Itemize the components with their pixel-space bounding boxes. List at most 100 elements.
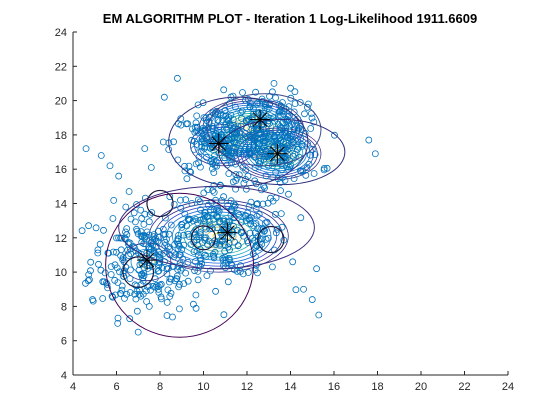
data-point	[301, 110, 308, 118]
data-point	[147, 164, 155, 171]
data-point	[89, 296, 96, 303]
data-point	[107, 271, 115, 278]
data-point	[46, 225, 52, 231]
data-point	[255, 163, 263, 171]
data-point	[289, 258, 297, 266]
data-point	[285, 190, 292, 198]
data-point	[201, 211, 209, 219]
data-point	[276, 134, 284, 142]
data-point	[115, 172, 123, 180]
data-point	[240, 179, 248, 187]
data-point	[246, 133, 254, 141]
data-point	[102, 279, 110, 287]
data-point	[84, 277, 92, 285]
data-point	[277, 210, 285, 218]
data-point	[221, 264, 229, 272]
data-point	[320, 166, 328, 174]
data-point	[262, 147, 270, 155]
data-point	[252, 88, 260, 96]
data-point	[92, 224, 100, 232]
data-point	[228, 127, 236, 135]
data-point	[301, 129, 309, 137]
data-point	[159, 138, 167, 146]
data-point	[255, 126, 263, 134]
data-point	[210, 169, 218, 177]
data-point	[221, 107, 229, 114]
data-point	[126, 275, 134, 283]
data-point	[274, 175, 282, 183]
data-point	[220, 217, 227, 225]
data-point	[262, 235, 270, 243]
data-point	[216, 217, 224, 225]
data-point	[255, 210, 263, 218]
data-point	[175, 242, 183, 250]
data-point	[290, 175, 298, 183]
data-point	[137, 206, 145, 214]
data-point	[207, 158, 215, 166]
data-point	[258, 235, 266, 243]
data-point	[138, 214, 146, 222]
data-point	[213, 133, 221, 141]
data-point	[234, 210, 242, 218]
data-point	[180, 280, 188, 288]
y-tick-label: 8	[61, 301, 67, 313]
data-point	[253, 212, 261, 220]
data-point	[254, 200, 261, 208]
data-point	[97, 152, 105, 159]
mean-marker	[208, 133, 229, 154]
data-point	[163, 270, 171, 278]
x-tick-label: 8	[157, 381, 163, 393]
data-point	[225, 218, 232, 226]
data-point	[266, 100, 274, 108]
data-point	[110, 196, 118, 204]
data-point	[174, 235, 182, 243]
data-point	[140, 272, 148, 280]
x-tick-label: 14	[284, 381, 296, 393]
data-point	[191, 137, 198, 145]
data-point	[218, 228, 225, 236]
data-point	[114, 319, 122, 327]
data-point	[196, 229, 204, 237]
data-point	[183, 175, 191, 183]
data-point	[180, 241, 188, 249]
data-point	[268, 154, 276, 162]
data-point	[220, 311, 228, 319]
data-point	[94, 246, 102, 254]
data-point	[241, 130, 249, 138]
data-point	[239, 163, 247, 171]
y-tick-label: 22	[55, 61, 67, 73]
data-point	[192, 160, 200, 168]
data-point	[95, 260, 102, 268]
data-point	[125, 188, 133, 195]
data-point	[265, 105, 273, 113]
data-point	[303, 164, 311, 172]
data-point	[296, 99, 304, 106]
x-tick-label: 4	[70, 381, 76, 393]
x-tick-label: 16	[328, 381, 340, 393]
data-point	[261, 137, 269, 145]
data-point	[177, 204, 185, 212]
data-point	[251, 243, 259, 251]
component-means	[136, 109, 288, 271]
component-ellipse	[118, 185, 315, 270]
data-point	[122, 203, 130, 211]
data-point	[214, 117, 222, 124]
data-point	[227, 149, 235, 157]
chart-title: EM ALGORITHM PLOT - Iteration 1 Log-Like…	[103, 11, 477, 26]
data-point	[208, 225, 216, 233]
data-point	[294, 115, 302, 123]
data-point	[283, 117, 291, 125]
data-point	[311, 151, 319, 159]
data-point	[268, 263, 276, 271]
data-point	[246, 150, 253, 158]
data-point	[178, 223, 186, 231]
data-point	[303, 103, 311, 111]
data-point	[260, 130, 268, 138]
data-point	[278, 161, 286, 169]
data-point	[192, 119, 200, 127]
data-point	[278, 99, 286, 106]
data-point	[108, 292, 116, 300]
data-point	[147, 239, 155, 247]
data-point	[145, 245, 153, 253]
data-point	[249, 105, 257, 113]
